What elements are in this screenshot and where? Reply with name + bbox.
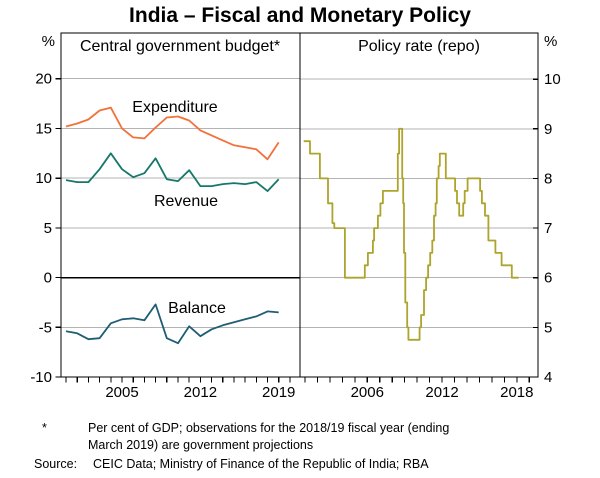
y-axis-tick-label: 6 bbox=[544, 270, 552, 287]
balance-line bbox=[65, 303, 279, 345]
left-panel-title: Central government budget* bbox=[80, 38, 280, 55]
right-axis-unit-label: % bbox=[544, 33, 557, 50]
left-axis-unit-label: % bbox=[42, 33, 55, 50]
x-axis-year-label: 2012 bbox=[184, 384, 217, 401]
x-axis-year-label: 2019 bbox=[262, 384, 295, 401]
x-axis-year-label: 2012 bbox=[425, 384, 458, 401]
source-text: CEIC Data; Ministry of Finance of the Re… bbox=[93, 457, 429, 471]
revenue-line bbox=[65, 152, 280, 192]
series-label-balance: Balance bbox=[168, 300, 226, 317]
footnote-marker: * bbox=[42, 421, 47, 435]
y-axis-tick-label: 15 bbox=[35, 120, 52, 137]
footnote-line-2: March 2019) are government projections bbox=[88, 438, 313, 452]
policy-rate-repo-line bbox=[303, 127, 519, 341]
y-axis-tick-label: 10 bbox=[35, 170, 52, 187]
y-axis-tick-label: 0 bbox=[44, 270, 52, 287]
y-axis-tick-label: -10 bbox=[30, 369, 52, 386]
x-axis-year-label: 2006 bbox=[351, 384, 384, 401]
y-axis-tick-label: 10 bbox=[544, 71, 561, 88]
y-axis-tick-label: 5 bbox=[44, 220, 52, 237]
x-axis-year-label: 2018 bbox=[500, 384, 533, 401]
source-label: Source: bbox=[34, 457, 77, 471]
y-axis-tick-label: 8 bbox=[544, 170, 552, 187]
y-axis-tick-label: 4 bbox=[544, 369, 552, 386]
footnote-line-1: Per cent of GDP; observations for the 20… bbox=[88, 421, 449, 435]
series-label-expenditure: Expenditure bbox=[132, 99, 217, 116]
x-axis-year-label: 2005 bbox=[105, 384, 138, 401]
series-label-revenue: Revenue bbox=[154, 193, 218, 210]
y-axis-tick-label: 20 bbox=[35, 71, 52, 88]
y-axis-tick-label: 5 bbox=[544, 319, 552, 336]
y-axis-tick-label: 7 bbox=[544, 220, 552, 237]
y-axis-tick-label: -5 bbox=[39, 319, 52, 336]
right-panel-title: Policy rate (repo) bbox=[358, 38, 480, 55]
y-axis-tick-label: 9 bbox=[544, 121, 552, 138]
plot-area: -10 -5 0 5 10 15 20 2005 2012 2019 Expenditure Reve… bbox=[30, 32, 561, 401]
chart-title: India – Fiscal and Monetary Policy bbox=[129, 4, 471, 27]
expenditure-line bbox=[65, 106, 280, 161]
